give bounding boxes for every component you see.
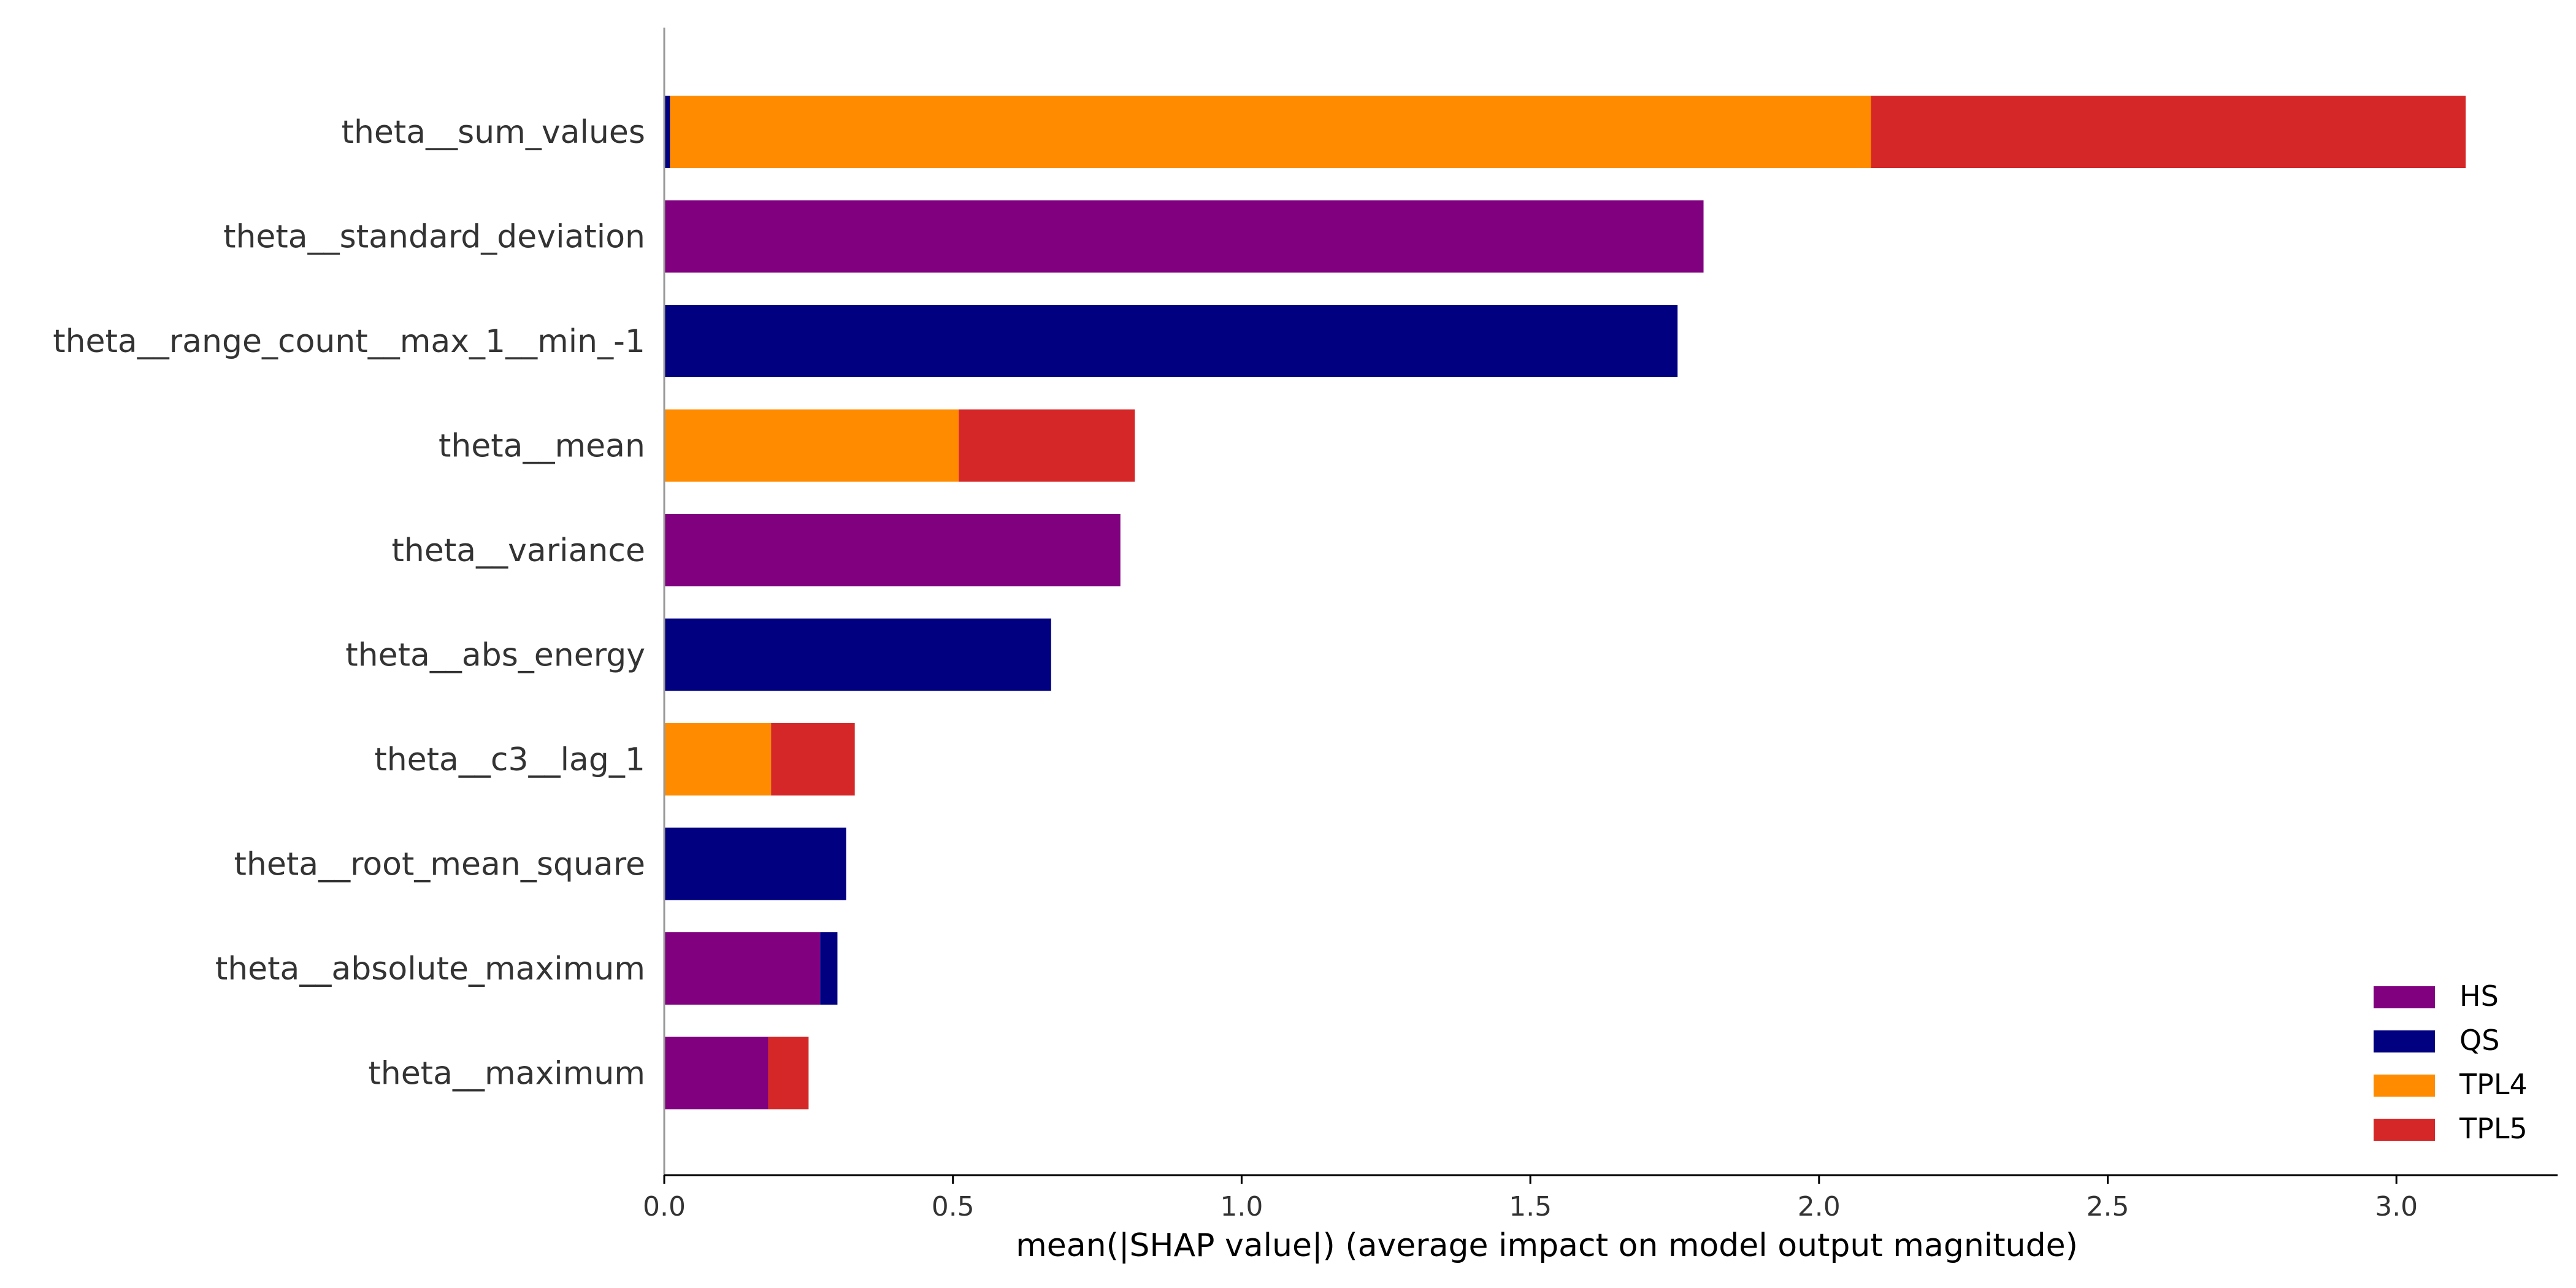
x-tick-label: 2.5 bbox=[2087, 1191, 2129, 1222]
bar-segment-hs bbox=[664, 932, 821, 1005]
bar-segment-tpl5 bbox=[959, 409, 1135, 482]
bar-segment-qs bbox=[664, 618, 1051, 691]
x-tick-label: 2.0 bbox=[1798, 1191, 1841, 1222]
bar-segment-qs bbox=[820, 932, 838, 1005]
category-label: theta__absolute_maximum bbox=[215, 951, 645, 987]
bar-segment-qs bbox=[664, 827, 846, 900]
bars-group bbox=[664, 96, 2466, 1110]
bar-segment-tpl5 bbox=[771, 723, 855, 795]
bar-segment-hs bbox=[664, 514, 1121, 586]
category-label: theta__maximum bbox=[368, 1056, 645, 1092]
legend-swatch-qs bbox=[2374, 1030, 2435, 1052]
category-label: theta__c3__lag_1 bbox=[374, 742, 645, 778]
category-label: theta__sum_values bbox=[342, 114, 645, 151]
x-tick-label: 0.0 bbox=[643, 1191, 686, 1222]
category-label: theta__standard_deviation bbox=[223, 219, 645, 256]
x-tick-label: 1.5 bbox=[1509, 1191, 1552, 1222]
legend: HS QS TPL4 TPL5 bbox=[2374, 979, 2528, 1145]
category-label: theta__variance bbox=[392, 532, 645, 569]
x-tick-label: 1.0 bbox=[1220, 1191, 1263, 1222]
legend-label-hs: HS bbox=[2459, 979, 2499, 1013]
category-label: theta__abs_energy bbox=[345, 637, 645, 674]
bar-segment-tpl5 bbox=[768, 1037, 809, 1110]
bar-segment-tpl4 bbox=[664, 723, 772, 795]
x-tick-label: 3.0 bbox=[2375, 1191, 2418, 1222]
bar-segment-tpl5 bbox=[1871, 96, 2466, 168]
legend-label-qs: QS bbox=[2459, 1024, 2499, 1057]
category-labels-group: theta__sum_values theta__standard_deviati… bbox=[53, 114, 645, 1092]
legend-swatch-tpl5 bbox=[2374, 1119, 2435, 1141]
bar-segment-hs bbox=[664, 1037, 769, 1110]
bar-segment-qs bbox=[664, 305, 1678, 377]
legend-label-tpl5: TPL5 bbox=[2459, 1112, 2528, 1145]
bar-segment-qs bbox=[664, 96, 670, 168]
x-axis-label: mean(|SHAP value|) (average impact on mo… bbox=[1016, 1227, 2078, 1264]
legend-label-tpl4: TPL4 bbox=[2459, 1068, 2528, 1101]
bar-segment-hs bbox=[664, 200, 1704, 273]
legend-swatch-tpl4 bbox=[2374, 1075, 2435, 1097]
x-tick-label: 0.5 bbox=[932, 1191, 975, 1222]
bar-segment-tpl4 bbox=[664, 409, 959, 482]
category-label: theta__range_count__max_1__min_-1 bbox=[53, 323, 645, 360]
category-label: theta__mean bbox=[439, 428, 645, 465]
category-label: theta__root_mean_square bbox=[234, 846, 645, 883]
bar-segment-tpl4 bbox=[670, 96, 1871, 168]
legend-swatch-hs bbox=[2374, 986, 2435, 1008]
x-ticks-group: 0.0 0.5 1.0 1.5 2.0 2.5 3.0 bbox=[643, 1175, 2418, 1222]
